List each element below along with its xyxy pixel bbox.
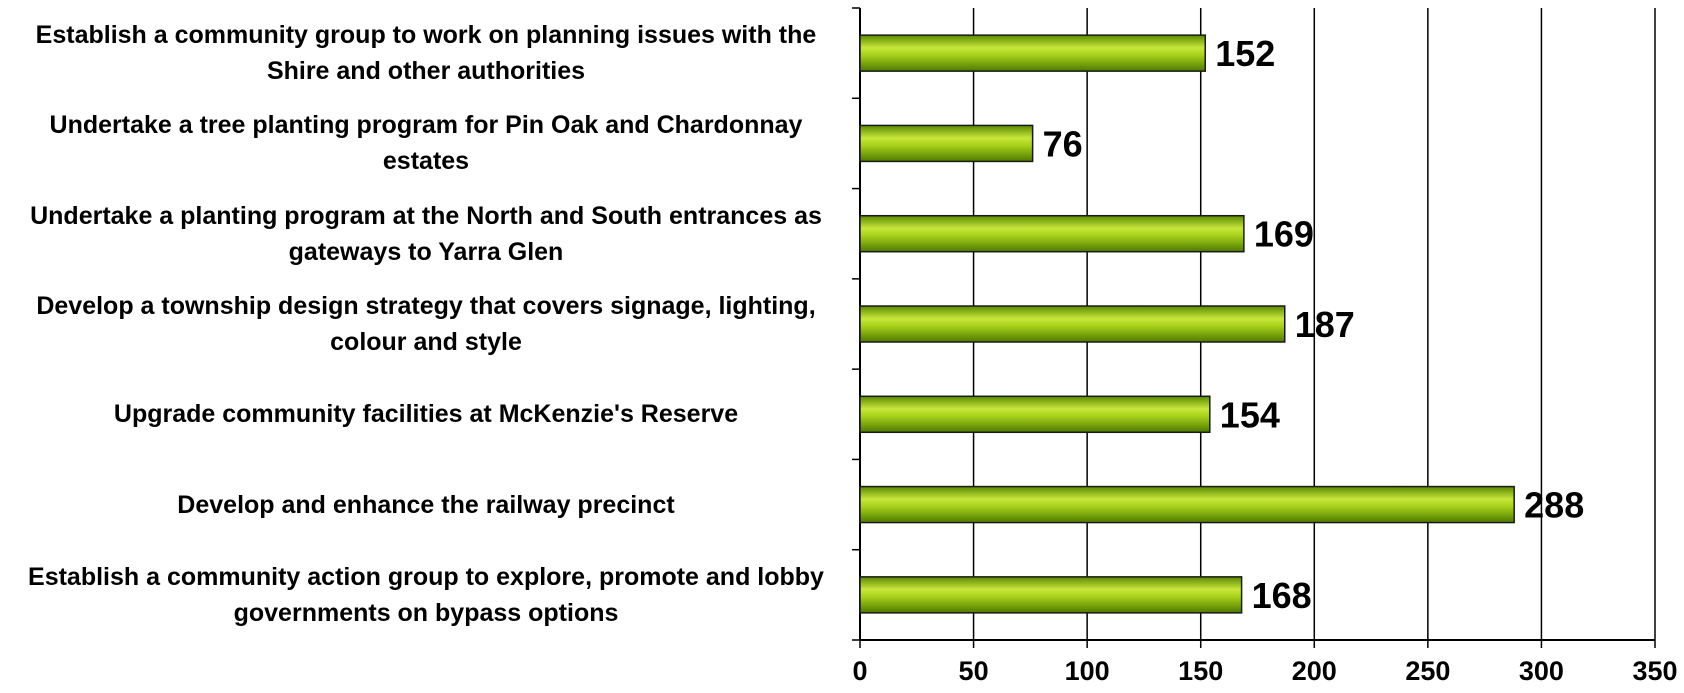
x-tick-label: 150 [1178,656,1223,686]
x-tick-label: 300 [1519,656,1564,686]
x-tick-label: 200 [1292,656,1337,686]
category-label: Undertake a planting program at the Nort… [30,201,822,266]
data-label: 76 [1043,123,1083,164]
category-label: Develop and enhance the railway precinct [177,490,675,519]
data-label: 288 [1524,485,1584,526]
category-label: Establish a community group to work on p… [35,21,817,86]
x-tick-label: 50 [959,656,989,686]
data-label: 169 [1254,214,1314,255]
bar [859,576,1243,614]
bar [859,34,1207,72]
data-label: 168 [1252,575,1312,616]
data-label: 154 [1220,394,1280,435]
category-label: Establish a community action group to ex… [28,562,824,627]
category-label: Upgrade community facilities at McKenzie… [113,400,739,429]
bar [859,395,1211,434]
x-tick-label: 350 [1632,656,1677,686]
x-tick-label: 250 [1405,656,1450,686]
category-label: Undertake a tree planting program for Pi… [49,111,803,176]
x-tick-label: 0 [852,656,867,686]
bar [859,485,1515,524]
bar [859,214,1245,253]
data-label: 187 [1295,304,1355,345]
x-tick-label: 100 [1065,656,1110,686]
category-label: Develop a township design strategy that … [36,291,816,356]
bar [859,305,1286,343]
data-label: 152 [1215,33,1275,74]
bar [859,124,1034,163]
